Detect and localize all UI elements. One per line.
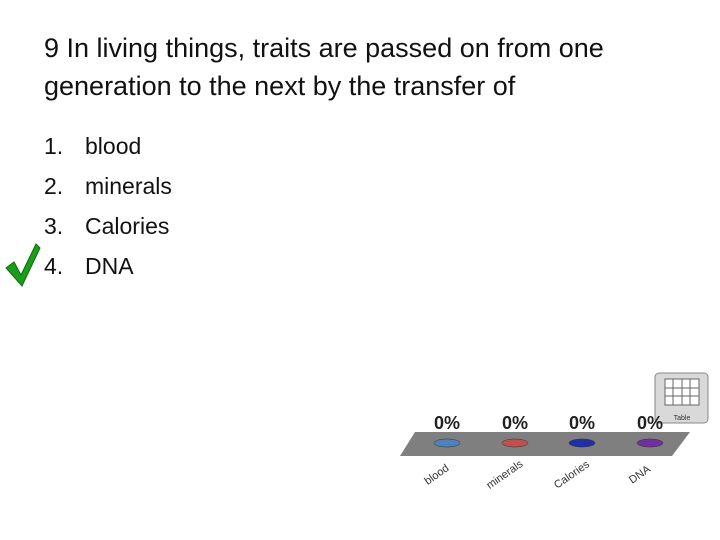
x-tick-label: blood — [422, 462, 451, 487]
option-text: DNA — [85, 253, 134, 279]
option-text: blood — [85, 133, 141, 159]
question-line: generation to the next by the transfer o… — [44, 71, 516, 101]
option-number: 3. — [44, 213, 63, 239]
value-label: 0% — [502, 413, 528, 433]
check-mark — [5, 243, 41, 287]
table-icon[interactable]: Table — [654, 372, 709, 424]
bar-top — [636, 438, 664, 448]
value-label: 0% — [637, 413, 663, 433]
x-tick-label: Calories — [552, 458, 592, 491]
option-number: 2. — [44, 173, 63, 199]
bar-top — [568, 438, 596, 448]
question-line: 9 In living things, traits are passed on… — [44, 33, 604, 63]
option-number: 1. — [44, 133, 63, 159]
bar-top — [433, 438, 461, 448]
table-icon-lines — [665, 379, 699, 405]
option-text: minerals — [85, 173, 172, 199]
option-number: 4. — [44, 253, 63, 279]
table-icon-label: Table — [674, 415, 691, 422]
x-tick-label: minerals — [484, 458, 525, 492]
bar-top — [501, 438, 529, 448]
value-label: 0% — [434, 413, 460, 433]
option-text: Calories — [85, 213, 169, 239]
value-label: 0% — [569, 413, 595, 433]
chart-floor — [400, 432, 690, 456]
x-tick-label: DNA — [627, 463, 653, 487]
